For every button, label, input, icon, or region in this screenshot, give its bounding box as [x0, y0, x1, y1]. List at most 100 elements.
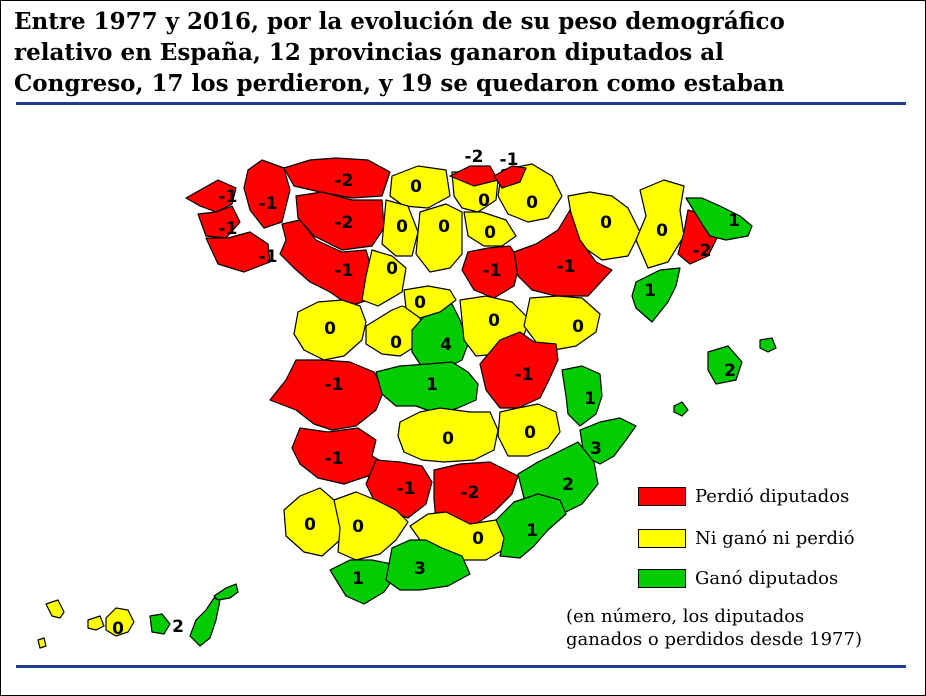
province-shape-5	[283, 157, 391, 199]
province-label-14: -2	[465, 147, 484, 167]
province-label-9: 0	[396, 217, 408, 237]
province-label-33: -1	[515, 365, 534, 385]
province-label-23: 1	[644, 281, 656, 301]
province-shape-12	[463, 211, 517, 247]
province-shape-36	[497, 403, 561, 457]
province-label-5: -2	[335, 171, 354, 191]
province-shape-49	[149, 613, 171, 635]
province-shape-45	[495, 493, 567, 559]
province-shape-17	[461, 245, 521, 299]
province-label-24: 0	[324, 319, 336, 339]
province-label-30: 2	[724, 361, 736, 381]
province-label-22: 1	[728, 211, 740, 231]
province-label-1: -1	[219, 187, 238, 207]
province-label-32: 1	[426, 375, 438, 395]
bottom-rule	[16, 665, 906, 668]
legend-swatch-lost	[638, 486, 686, 506]
legend-item-same: Ni ganó ni perdió	[638, 526, 855, 550]
province-shape-7	[279, 219, 373, 307]
province-shape-19	[635, 179, 685, 269]
province-label-49: 2	[172, 617, 184, 637]
province-shape-34	[561, 365, 603, 427]
province-shape-1	[185, 179, 237, 213]
province-label-12: 0	[484, 223, 496, 243]
province-label-26: 4	[440, 335, 452, 355]
province-label-17: -1	[483, 261, 502, 281]
province-label-19: 0	[656, 221, 668, 241]
province-shape-43	[333, 491, 409, 561]
top-rule	[16, 102, 906, 105]
province-shape-10	[415, 203, 463, 273]
province-label-38: -1	[325, 449, 344, 469]
province-label-27: 0	[414, 293, 426, 313]
island-fuerteventura	[189, 597, 221, 647]
legend-note: (en número, los diputados ganados o perd…	[566, 605, 862, 651]
province-shape-35	[397, 407, 499, 463]
province-label-3: -1	[259, 194, 278, 214]
island-la-palma	[87, 615, 105, 631]
province-shape-15	[493, 165, 527, 189]
province-label-43: 0	[352, 517, 364, 537]
province-label-46: 1	[352, 569, 364, 589]
province-shape-8	[389, 165, 451, 209]
province-label-2: -1	[219, 219, 238, 239]
province-label-15: -1	[500, 150, 519, 170]
province-shape-18	[513, 209, 613, 297]
province-shape-30	[707, 345, 743, 385]
province-label-7: -1	[335, 261, 354, 281]
province-label-47: 3	[414, 559, 426, 579]
province-label-42: 0	[304, 515, 316, 535]
province-label-20: 0	[386, 259, 398, 279]
province-label-31: -1	[325, 375, 344, 395]
province-label-29: 0	[572, 317, 584, 337]
province-label-40: -2	[461, 483, 480, 503]
figure-title: Entre 1977 y 2016, por la evolución de s…	[14, 6, 914, 99]
legend-label-lost: Perdió diputados	[695, 485, 850, 507]
province-label-25: 0	[390, 333, 402, 353]
province-label-45: 1	[526, 521, 538, 541]
province-shape-20	[361, 249, 407, 307]
island-lanzarote	[213, 583, 239, 601]
legend-swatch-gained	[638, 568, 686, 588]
province-label-37: 3	[590, 439, 602, 459]
province-label-44: 0	[472, 529, 484, 549]
title-line-1: Entre 1977 y 2016, por la evolución de s…	[14, 8, 785, 35]
province-label-41: 2	[562, 475, 574, 495]
province-shape-24	[293, 299, 367, 361]
island-ibiza	[673, 401, 689, 417]
province-label-48: 0	[112, 619, 124, 639]
province-label-21: -2	[693, 241, 712, 261]
note-line-2: ganados o perdidos desde 1977)	[566, 629, 862, 650]
legend-label-same: Ni ganó ni perdió	[695, 527, 855, 549]
province-label-35: 0	[442, 429, 454, 449]
province-label-34: 1	[584, 389, 596, 409]
province-label-16: 0	[600, 213, 612, 233]
island-menorca	[759, 337, 777, 353]
province-shape-47	[385, 539, 471, 591]
province-label-13: 0	[526, 193, 538, 213]
island-el-hierro	[45, 599, 65, 619]
province-shape-14	[449, 165, 499, 187]
province-shape-31	[269, 359, 385, 431]
province-shape-29	[523, 295, 601, 351]
legend-label-gained: Ganó diputados	[695, 567, 839, 589]
province-label-6: -2	[335, 213, 354, 233]
province-shape-27	[403, 285, 457, 319]
title-line-2: relativo en España, 12 provincias ganaro…	[14, 39, 724, 66]
province-shape-32	[375, 361, 479, 415]
title-line-3: Congreso, 17 los perdieron, y 19 se qued…	[14, 70, 785, 97]
note-line-1: (en número, los diputados	[566, 606, 805, 627]
province-label-4: -1	[259, 247, 278, 267]
province-shape-33	[479, 331, 559, 409]
province-label-10: 0	[438, 217, 450, 237]
legend-swatch-same	[638, 528, 686, 548]
province-shape-4	[205, 231, 271, 273]
island-la-gomera	[37, 637, 47, 649]
province-label-18: -1	[557, 257, 576, 277]
legend-item-lost: Perdió diputados	[638, 484, 849, 508]
province-shape-23	[631, 267, 681, 323]
province-label-11: 0	[478, 191, 490, 211]
province-label-36: 0	[524, 423, 536, 443]
province-label-8: 0	[410, 177, 422, 197]
